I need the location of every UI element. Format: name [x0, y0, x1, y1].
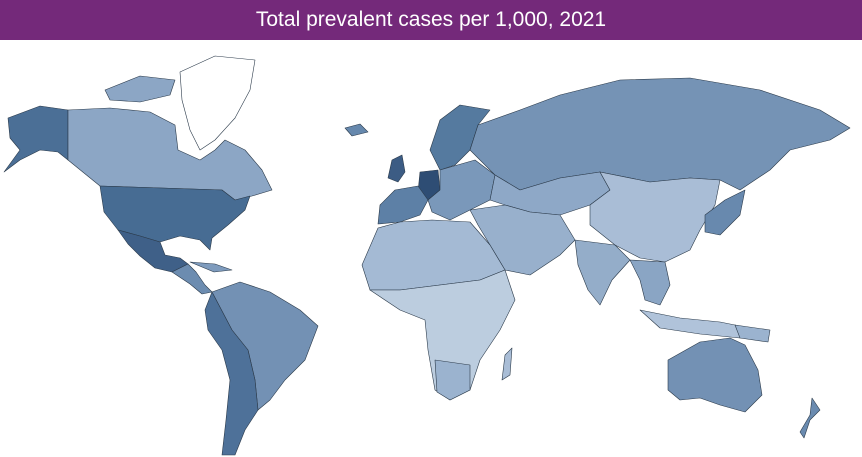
map-title: Total prevalent cases per 1,000, 2021: [255, 8, 607, 31]
central-america: [171, 263, 213, 295]
uk: [387, 154, 406, 183]
eastern-europe: [427, 159, 496, 221]
alaska: [3, 105, 69, 173]
middle-east: [469, 204, 576, 276]
southeast-asia: [629, 259, 671, 306]
india: [574, 239, 631, 306]
new-guinea: [734, 324, 771, 343]
header-bar: Total prevalent cases per 1,000, 2021: [0, 0, 862, 40]
world-map: [3, 55, 851, 456]
russia: [469, 77, 851, 191]
japan-korea: [704, 189, 746, 236]
sub-saharan-africa: [369, 269, 516, 401]
china: [589, 171, 721, 263]
greenland: [179, 55, 256, 151]
southern-africa: [434, 359, 471, 401]
iceland: [344, 123, 369, 137]
new-zealand: [799, 397, 821, 439]
western-europe: [377, 185, 429, 225]
usa: [99, 185, 251, 251]
andes: [204, 291, 259, 456]
canada: [67, 107, 273, 201]
australia: [667, 337, 763, 413]
madagascar: [501, 347, 513, 381]
caribbean: [189, 261, 233, 273]
